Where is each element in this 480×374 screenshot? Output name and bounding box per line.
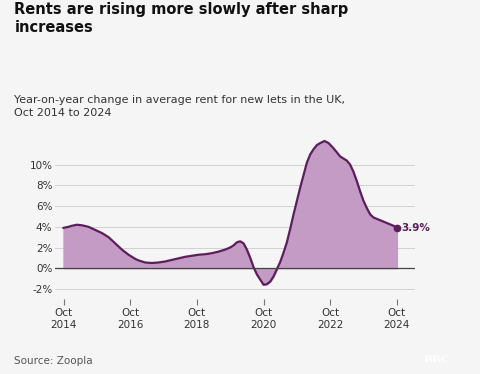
Text: BBC: BBC <box>424 355 450 365</box>
Text: 3.9%: 3.9% <box>401 223 430 233</box>
Text: Source: Zoopla: Source: Zoopla <box>14 356 93 366</box>
Text: Year-on-year change in average rent for new lets in the UK,
Oct 2014 to 2024: Year-on-year change in average rent for … <box>14 95 346 118</box>
Text: Rents are rising more slowly after sharp
increases: Rents are rising more slowly after sharp… <box>14 2 348 35</box>
